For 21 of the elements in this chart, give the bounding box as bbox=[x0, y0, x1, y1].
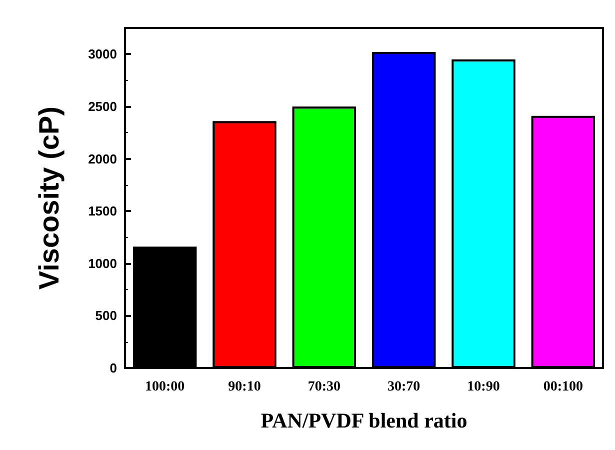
y-tick-label: 3000 bbox=[88, 46, 117, 62]
x-tick-label: 10:90 bbox=[467, 380, 500, 394]
y-tick-label: 2000 bbox=[88, 151, 117, 166]
y-tick-label: 0 bbox=[110, 360, 117, 376]
x-tick-label: 100:00 bbox=[144, 380, 185, 394]
y-tick-label: 2500 bbox=[88, 98, 117, 114]
x-tick-label: 30:70 bbox=[387, 380, 420, 394]
x-tick-label: 90:10 bbox=[228, 380, 261, 394]
x-tick-label: 00:100 bbox=[543, 380, 584, 394]
x-axis-title: PAN/PVDF blend ratio bbox=[260, 408, 468, 432]
bar bbox=[452, 59, 516, 368]
y-tick-label: 1500 bbox=[88, 204, 117, 219]
bar bbox=[212, 121, 276, 368]
bar bbox=[292, 106, 356, 368]
bar bbox=[132, 246, 197, 368]
y-tick-label: 1000 bbox=[88, 256, 117, 271]
y-axis-title: Viscosity (cP) bbox=[34, 106, 64, 290]
bar bbox=[531, 116, 596, 368]
x-tick-label: 70:30 bbox=[308, 380, 341, 394]
bar bbox=[372, 52, 436, 368]
y-tick-label: 500 bbox=[95, 308, 117, 324]
